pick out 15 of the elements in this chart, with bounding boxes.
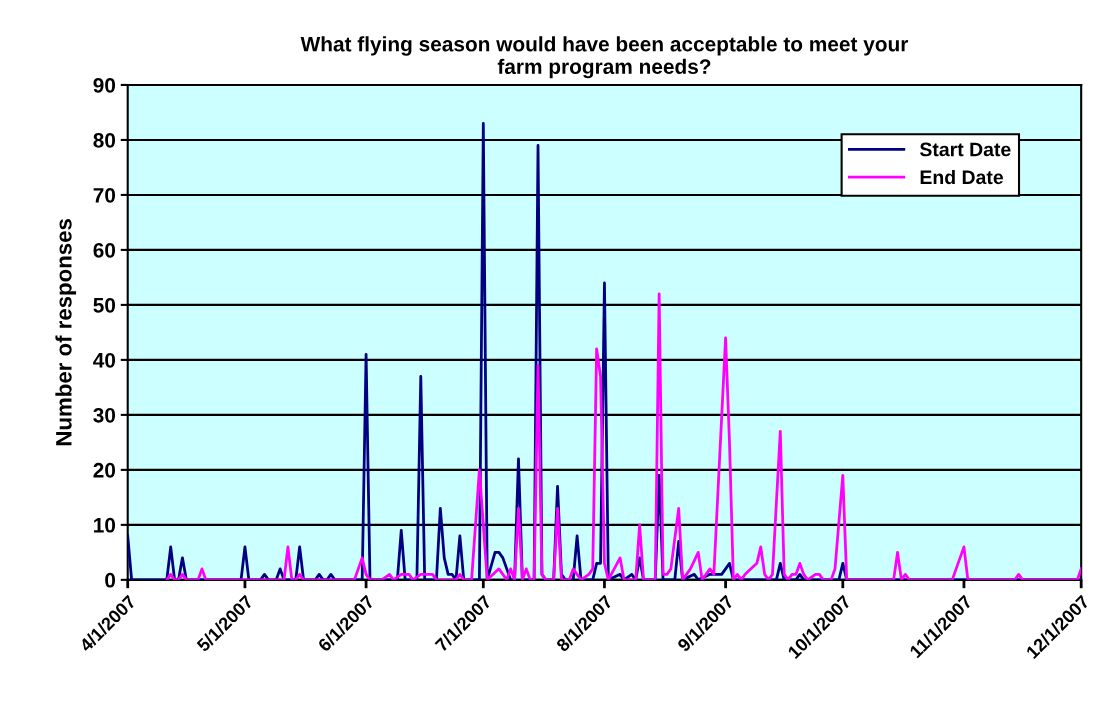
y-tick-label: 20 [93,462,116,478]
y-tick-label: 80 [93,132,116,148]
y-tick-label: 0 [105,572,116,588]
y-tick-label: 90 [93,77,116,93]
y-tick-label: 60 [93,242,116,258]
y-tick-label: 30 [93,407,116,423]
y-tick-label: 70 [93,187,116,203]
y-tick-label: 50 [93,297,116,313]
legend-label: Start Date [919,142,1011,157]
y-tick-label: 10 [94,517,116,533]
y-axis-title: Number of responses [55,219,77,446]
line-series [165,292,1082,580]
chart-title: What flying season would have been acceptable to meet your farm program needs? [300,36,909,79]
legend-label: End Date [920,169,1004,185]
y-tick-label: 40 [93,352,116,368]
